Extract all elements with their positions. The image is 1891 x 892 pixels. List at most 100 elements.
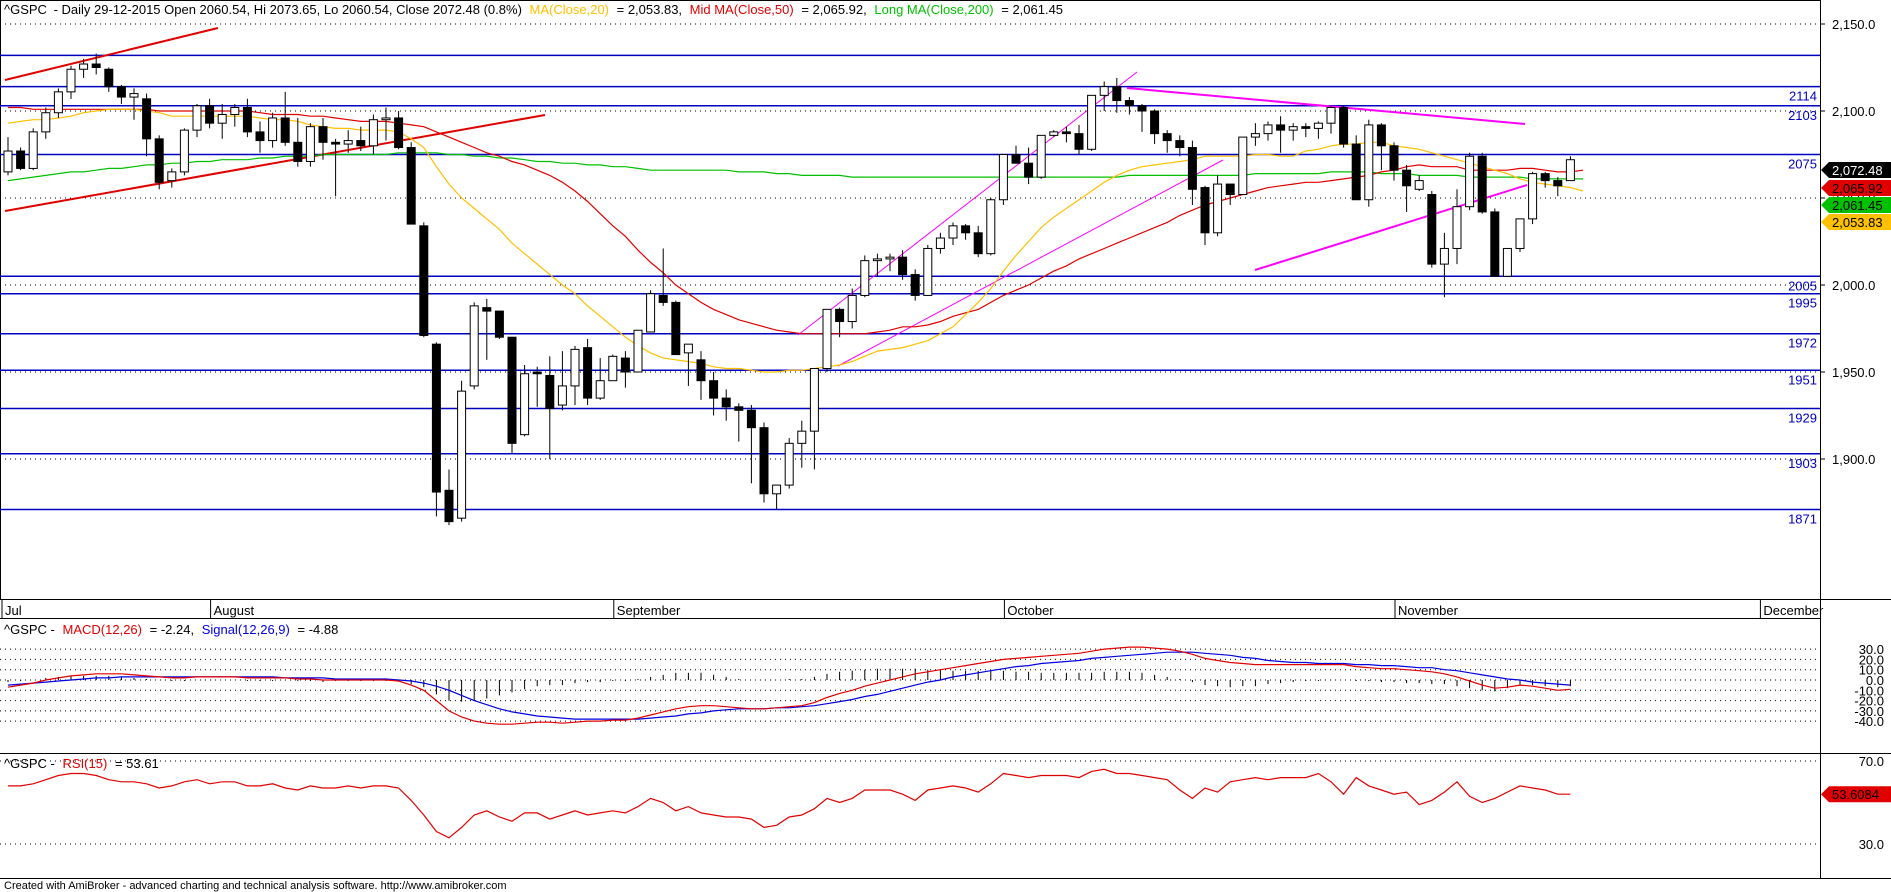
candle-body xyxy=(1099,86,1109,96)
tag-background xyxy=(1821,180,1891,196)
candle-body xyxy=(633,329,643,373)
level-label: 1871 xyxy=(1788,511,1817,526)
candle xyxy=(1162,130,1172,153)
macd-line xyxy=(7,646,1571,725)
candle xyxy=(1528,171,1538,225)
candle-body xyxy=(305,126,315,162)
candle xyxy=(1452,189,1462,265)
candle xyxy=(129,88,139,120)
candle-body xyxy=(1213,183,1223,234)
candle-body xyxy=(1187,147,1197,190)
candle-body xyxy=(293,141,303,162)
candle xyxy=(1553,177,1563,197)
candle-body xyxy=(41,112,51,133)
candle xyxy=(948,222,958,245)
candle-body xyxy=(356,140,366,147)
month-label: August xyxy=(214,603,255,618)
candle-body xyxy=(1024,162,1034,178)
candle xyxy=(494,310,504,339)
candle xyxy=(1490,208,1500,277)
candle-body xyxy=(696,359,706,382)
ma200-label: Long MA(Close,200) xyxy=(874,2,993,17)
candle-body xyxy=(192,105,202,131)
candle-body xyxy=(1175,140,1185,149)
candle-body xyxy=(482,307,492,312)
ma200-line xyxy=(7,152,1583,182)
candle-body xyxy=(331,141,341,145)
candle-body xyxy=(419,225,429,336)
candle xyxy=(167,168,177,188)
candle-body xyxy=(1036,134,1046,178)
candle-body xyxy=(1061,131,1071,135)
candle-body xyxy=(746,409,756,429)
candle-body xyxy=(948,225,958,239)
candle-body xyxy=(1528,173,1538,220)
candle-body xyxy=(3,150,13,173)
candle-body xyxy=(797,430,807,444)
candle xyxy=(280,91,290,146)
candle xyxy=(1427,191,1437,268)
candle-body xyxy=(671,301,681,356)
candle xyxy=(1112,77,1122,113)
candle xyxy=(1389,142,1399,181)
candle xyxy=(595,358,605,400)
candle xyxy=(1175,135,1185,157)
price-y-axis: 2,150.02,100.02,050.02,000.01,950.01,900… xyxy=(1820,17,1875,467)
candle xyxy=(910,269,920,301)
candle xyxy=(797,420,807,468)
candle-body xyxy=(1515,218,1525,249)
candle-body xyxy=(772,484,782,495)
candle xyxy=(41,107,51,139)
macd-header-symbol: ^GSPC - xyxy=(4,622,55,637)
candle xyxy=(79,58,89,78)
trendline-magenta-channel-lower xyxy=(837,159,1224,367)
candle xyxy=(1061,126,1071,143)
signal-header-value: = -4.88 xyxy=(297,622,338,637)
candle-body xyxy=(910,274,920,296)
month-label: October xyxy=(1007,603,1054,618)
candle-body xyxy=(1124,100,1134,107)
level-label: 2114 xyxy=(1789,89,1817,104)
price-header-info: - Daily 29-12-2015 Open 2060.54, Hi 2073… xyxy=(54,2,522,17)
candle-body xyxy=(1200,187,1210,234)
candle-body xyxy=(167,171,177,182)
ma20-value: = 2,053.83, xyxy=(617,2,682,17)
candle-body xyxy=(520,373,530,436)
candle xyxy=(1238,136,1248,196)
ma200-tag: 2,061.45 xyxy=(1821,197,1891,213)
candle xyxy=(1502,247,1512,277)
candle-body xyxy=(1402,169,1412,187)
candle xyxy=(923,244,933,296)
candle-body xyxy=(230,107,240,115)
candle-body xyxy=(154,138,164,183)
candle xyxy=(1540,171,1550,188)
candle-body xyxy=(268,117,278,142)
candle-body xyxy=(935,237,945,249)
candle xyxy=(671,300,681,356)
tag-value: 53.6084 xyxy=(1832,787,1879,802)
candle-body xyxy=(1465,155,1475,208)
candle xyxy=(885,253,895,272)
grid-lines xyxy=(0,23,1820,460)
moving-averages xyxy=(7,106,1584,373)
candle-body xyxy=(1301,126,1311,129)
candle-body xyxy=(822,308,832,370)
candle-body xyxy=(620,357,630,373)
candle-body xyxy=(1427,194,1437,265)
candle-body xyxy=(431,343,441,493)
candle-body xyxy=(66,68,76,93)
candle xyxy=(1351,135,1361,201)
candle xyxy=(356,126,366,152)
candle-body xyxy=(847,294,857,323)
candle xyxy=(381,107,391,141)
candle-body xyxy=(1439,247,1449,265)
candle-body xyxy=(872,258,882,262)
candle xyxy=(431,342,441,517)
candle xyxy=(583,338,593,406)
candle xyxy=(772,484,782,510)
candle-body xyxy=(16,150,26,169)
rsi-header-symbol: ^GSPC - xyxy=(4,756,55,771)
candle-body xyxy=(1263,124,1273,135)
candle-body xyxy=(1011,154,1021,164)
candle-body xyxy=(1490,211,1500,277)
